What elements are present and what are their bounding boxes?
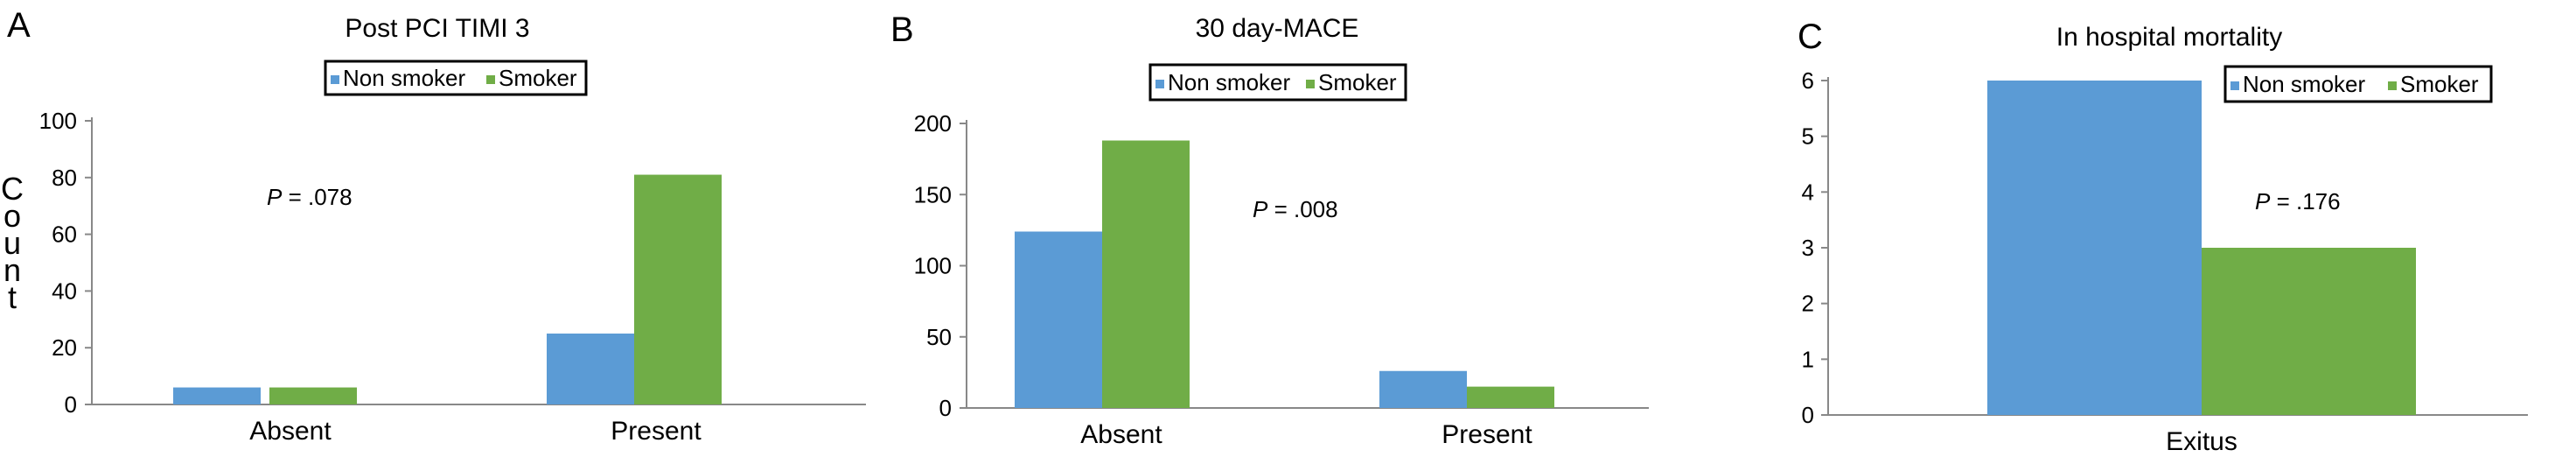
y-tick-label: 80 xyxy=(52,165,77,191)
bar-non-smoker-exitus xyxy=(1987,81,2202,415)
bar-smoker-exitus xyxy=(2202,248,2416,415)
bar-non-smoker-absent xyxy=(1015,231,1102,408)
legend-box xyxy=(2223,65,2493,103)
p-value-annotation: P = .008 xyxy=(1253,196,1338,222)
p-value-annotation: P = .176 xyxy=(2255,188,2341,214)
bar-non-smoker-present xyxy=(1379,370,1467,408)
x-category-label: Exitus xyxy=(2166,427,2237,456)
bar-non-smoker-present xyxy=(547,334,634,404)
p-value-annotation: P = .078 xyxy=(267,184,353,210)
y-tick-label: 100 xyxy=(39,108,77,134)
y-tick-label: 0 xyxy=(1802,402,1814,428)
y-tick-label: 200 xyxy=(914,110,952,137)
legend-label: Non smoker xyxy=(343,65,465,91)
legend-swatch-smoker xyxy=(1306,80,1315,88)
legend-label: Smoker xyxy=(499,65,577,91)
y-tick-label: 3 xyxy=(1802,235,1814,261)
legend-label: Non smoker xyxy=(1168,69,1290,95)
legend-swatch-non-smoker xyxy=(2230,81,2239,90)
chart-title: 30 day-MACE xyxy=(1196,14,1359,43)
legend-box xyxy=(324,60,588,96)
y-axis-label-char: o xyxy=(3,198,21,234)
legend-label: Non smoker xyxy=(2243,71,2365,97)
p-value-text: = .008 xyxy=(1267,196,1337,222)
y-tick-label: 20 xyxy=(52,334,77,361)
p-value-text: = .176 xyxy=(2270,188,2340,214)
legend-label: Smoker xyxy=(2400,71,2479,97)
y-tick-label: 1 xyxy=(1802,346,1814,372)
y-tick-label: 60 xyxy=(52,221,77,248)
chart-title: Post PCI TIMI 3 xyxy=(345,14,529,43)
bar-smoker-present xyxy=(1467,386,1554,408)
y-tick-label: 6 xyxy=(1802,67,1814,94)
x-category-label: Present xyxy=(1442,420,1532,449)
bar-non-smoker-absent xyxy=(173,387,261,404)
legend-box xyxy=(1148,63,1407,102)
y-tick-label: 0 xyxy=(65,391,77,418)
chart-panel-b: B 30 day-MACE 0 50 100 150 200 Absent Present Non… xyxy=(890,11,1649,449)
legend-swatch-non-smoker xyxy=(1155,80,1164,88)
legend-swatch-non-smoker xyxy=(331,75,339,84)
chart-title: In hospital mortality xyxy=(2056,23,2282,52)
p-value-text: = .078 xyxy=(282,184,352,210)
y-axis-label-char: n xyxy=(3,252,21,288)
y-tick-label: 2 xyxy=(1802,291,1814,317)
y-tick-label: 5 xyxy=(1802,123,1814,150)
y-axis-label-char: t xyxy=(8,279,17,315)
p-value-symbol: P xyxy=(1253,196,1268,222)
bar-smoker-present xyxy=(634,174,722,404)
y-tick-label: 0 xyxy=(939,395,952,421)
y-axis-label-char: C xyxy=(1,171,24,207)
legend-swatch-smoker xyxy=(486,75,495,84)
y-tick-label: 150 xyxy=(914,181,952,207)
y-axis-label-char: u xyxy=(3,225,21,261)
p-value-symbol: P xyxy=(2255,188,2271,214)
x-category-label: Present xyxy=(611,417,702,446)
y-tick-label: 40 xyxy=(52,278,77,304)
panel-letter: C xyxy=(1798,18,1823,56)
y-tick-label: 100 xyxy=(914,253,952,279)
legend-label: Smoker xyxy=(1318,69,1397,95)
x-category-label: Absent xyxy=(1080,420,1162,449)
chart-panel-a: A Post PCI TIMI 3 0 20 40 60 80 100 Absent Presen… xyxy=(7,6,866,446)
legend-swatch-smoker xyxy=(2388,81,2397,90)
bar-smoker-absent xyxy=(1102,140,1190,408)
x-category-label: Absent xyxy=(249,417,332,446)
panel-letter: A xyxy=(7,6,31,45)
panel-letter: B xyxy=(890,11,914,49)
y-tick-label: 50 xyxy=(926,324,952,350)
bar-smoker-absent xyxy=(269,387,357,404)
p-value-symbol: P xyxy=(267,184,283,210)
y-tick-label: 4 xyxy=(1802,179,1814,205)
chart-panel-c: C In hospital mortality 0 1 2 3 4 5 6 Exitus Non s… xyxy=(1798,18,2528,456)
